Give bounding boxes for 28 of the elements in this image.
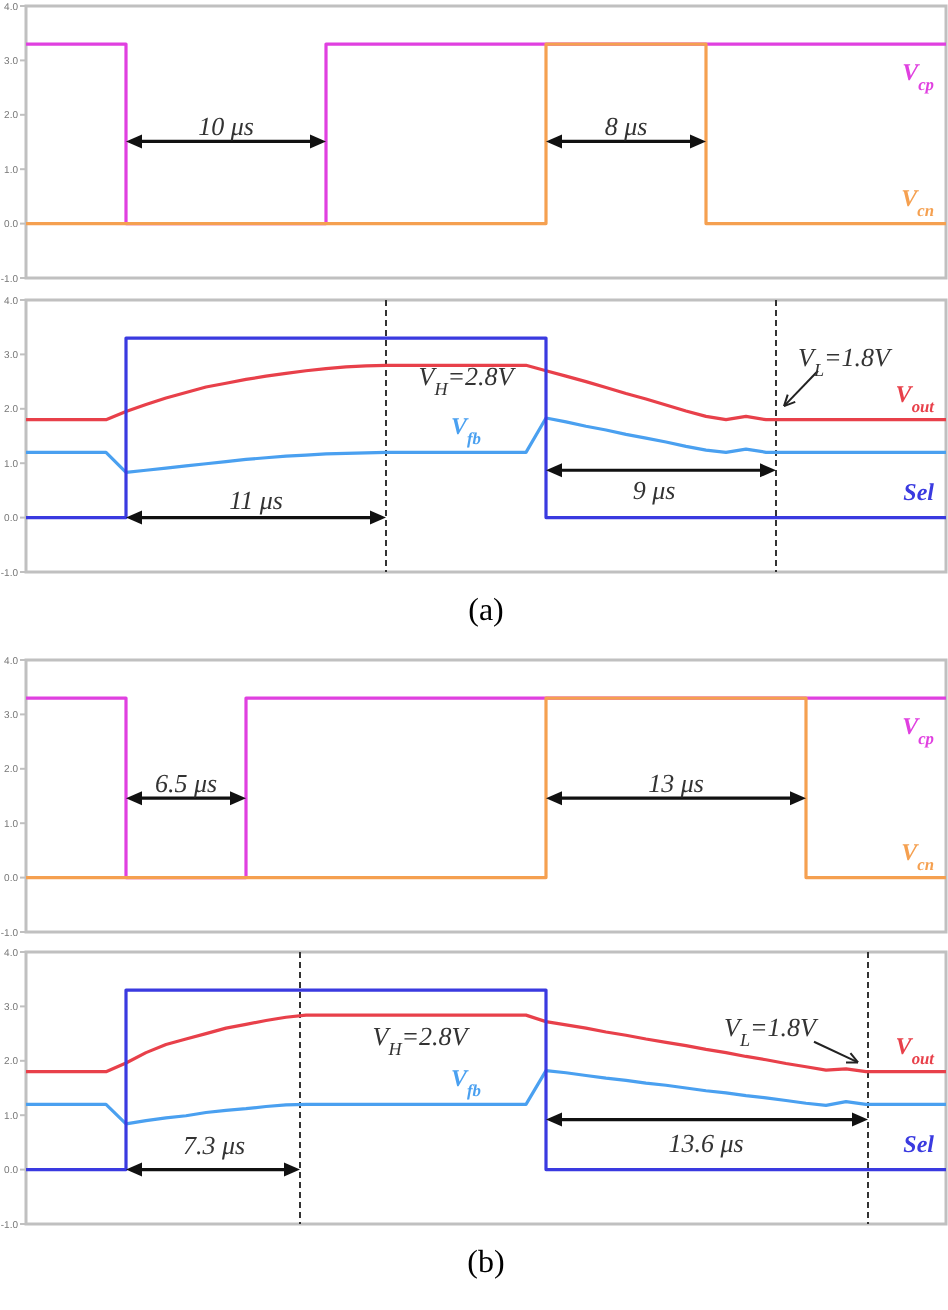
- x-axis-title: (b): [467, 1246, 505, 1280]
- line-series: [24, 363, 948, 422]
- series-label: V$_{cn}$: [901, 183, 935, 219]
- annotation: V$_{H}$=2.8V: [418, 361, 518, 400]
- annotation: V$_{L}$=1.8V: [724, 1011, 821, 1050]
- annotation: 8 μs: [604, 111, 648, 142]
- annotation: V$_{L}$=1.8V: [798, 342, 895, 381]
- series-label: V$_{cn}$: [901, 837, 935, 873]
- annotation: 7.3 μs: [182, 1130, 246, 1161]
- line-series: [24, 416, 948, 475]
- annotation: 13.6 μs: [668, 1127, 744, 1158]
- annotation: 6.5 μs: [154, 767, 218, 798]
- series-label: Sel: [903, 477, 936, 506]
- line-series: [24, 1068, 948, 1126]
- annotation: 11 μs: [229, 484, 283, 515]
- series-label: V$_{out}$: [895, 1031, 936, 1067]
- series-label: V$_{fb}$: [451, 412, 481, 448]
- series-label: V$_{cp}$: [902, 712, 934, 748]
- line-series: [24, 1013, 948, 1074]
- annotation: 13 μs: [648, 767, 704, 798]
- x-axis-title: (a): [468, 594, 504, 628]
- series-label: V$_{cp}$: [902, 58, 934, 94]
- series-label: Sel: [903, 1129, 936, 1158]
- annotation: 9 μs: [632, 474, 676, 505]
- annotation: V$_{H}$=2.8V: [372, 1020, 472, 1059]
- annotation: 10 μs: [198, 111, 254, 142]
- series-label: V$_{out}$: [895, 379, 936, 415]
- series-label: V$_{fb}$: [451, 1064, 481, 1100]
